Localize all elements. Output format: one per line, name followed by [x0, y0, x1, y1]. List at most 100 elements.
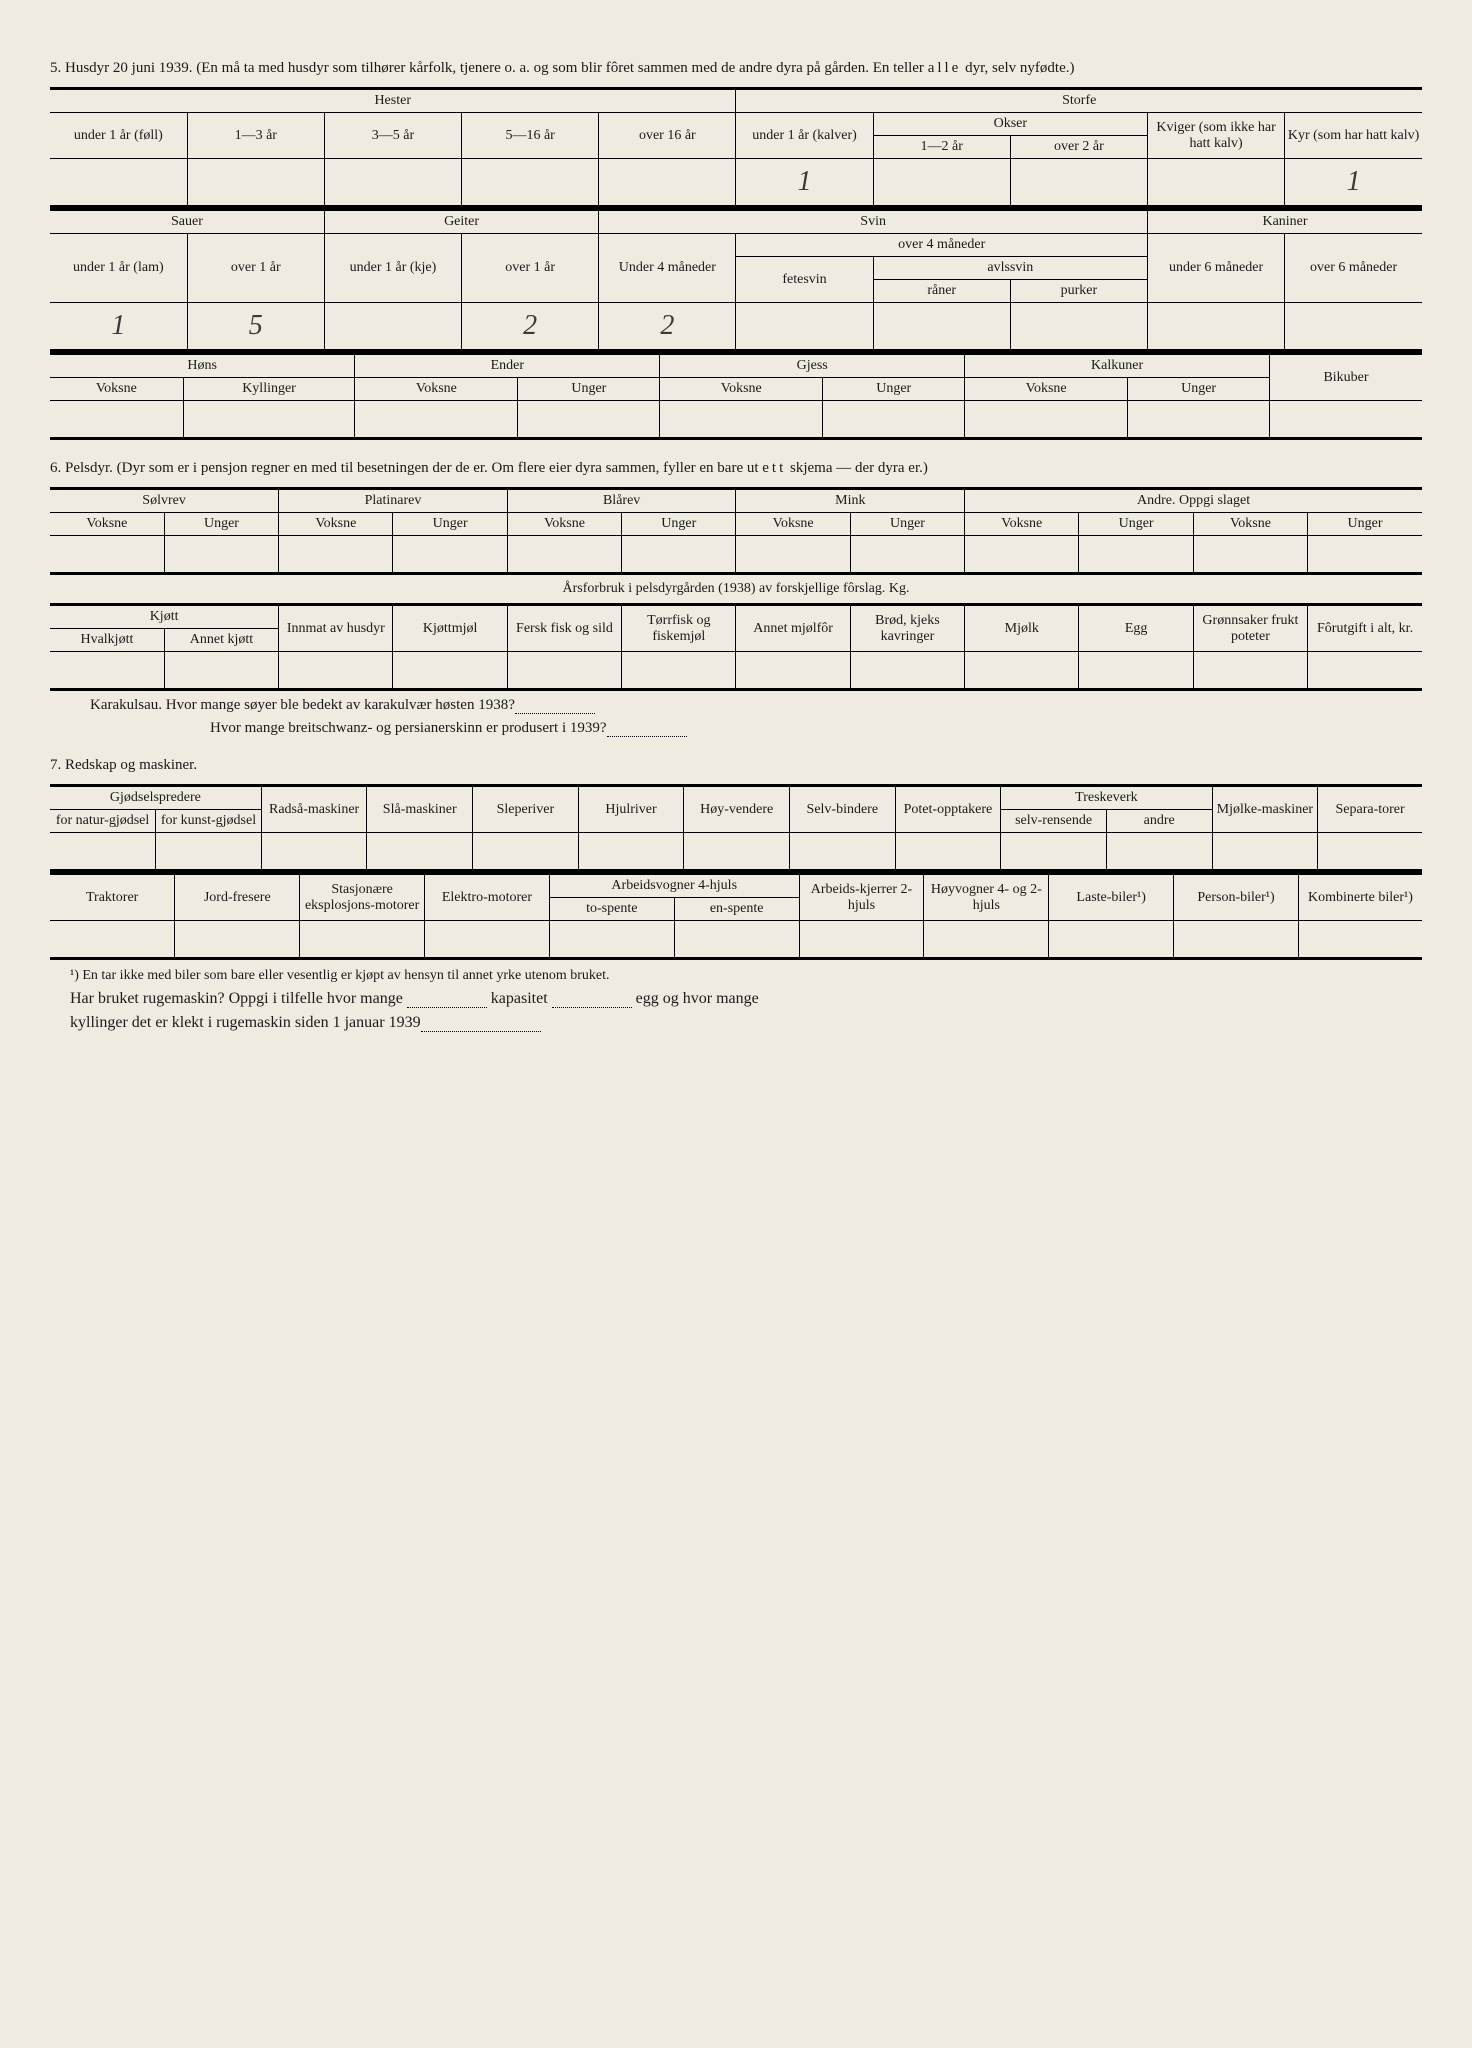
cell[interactable] — [261, 833, 367, 871]
cell[interactable] — [1193, 652, 1307, 690]
footnote-1: ¹) En tar ikke med biler som bare eller … — [70, 968, 1422, 984]
cell[interactable] — [279, 536, 393, 574]
cell[interactable] — [507, 536, 621, 574]
cell[interactable] — [622, 536, 736, 574]
cell[interactable] — [850, 536, 964, 574]
cell[interactable] — [736, 536, 850, 574]
cell[interactable] — [660, 401, 823, 439]
cell[interactable] — [1010, 303, 1147, 351]
col-unger: Unger — [164, 513, 278, 536]
cell[interactable] — [462, 159, 599, 207]
cell[interactable] — [1001, 833, 1107, 871]
hdr-treskeverk: Treskeverk — [1001, 786, 1212, 810]
cell[interactable] — [965, 401, 1128, 439]
cell[interactable] — [873, 303, 1010, 351]
cell[interactable] — [823, 401, 965, 439]
cell[interactable] — [183, 401, 355, 439]
cell[interactable] — [50, 401, 183, 439]
cell[interactable] — [1148, 159, 1285, 207]
cell[interactable] — [164, 652, 278, 690]
cell[interactable] — [50, 652, 164, 690]
section-end: skjema — der dyra er.) — [786, 460, 928, 476]
cell-val[interactable]: 5 — [187, 303, 324, 351]
cell[interactable] — [799, 921, 924, 959]
cell[interactable] — [175, 921, 300, 959]
cell[interactable] — [1148, 303, 1285, 351]
col-voksne: Voksne — [736, 513, 850, 536]
cell[interactable] — [1285, 303, 1422, 351]
cell[interactable] — [895, 833, 1001, 871]
cell[interactable] — [736, 303, 873, 351]
col-under4m: Under 4 måneder — [599, 234, 736, 303]
cell[interactable] — [279, 652, 393, 690]
cell[interactable] — [1308, 536, 1422, 574]
cell[interactable] — [393, 536, 507, 574]
cell[interactable] — [50, 833, 156, 871]
cell[interactable] — [1079, 536, 1193, 574]
col-personbiler: Person-biler¹) — [1174, 874, 1299, 921]
cell[interactable] — [1270, 401, 1422, 439]
cell[interactable] — [1298, 921, 1422, 959]
hdr-andre: Andre. Oppgi slaget — [965, 489, 1422, 513]
cell[interactable] — [50, 536, 164, 574]
cell-val[interactable]: 2 — [462, 303, 599, 351]
cell[interactable] — [1308, 652, 1422, 690]
cell[interactable] — [1010, 159, 1147, 207]
cell[interactable] — [1212, 833, 1318, 871]
cell[interactable] — [473, 833, 579, 871]
cell[interactable] — [518, 401, 660, 439]
cell[interactable] — [549, 921, 674, 959]
cell[interactable] — [1193, 536, 1307, 574]
cell[interactable] — [425, 921, 550, 959]
cell[interactable] — [324, 159, 461, 207]
cell[interactable] — [393, 652, 507, 690]
cell[interactable] — [622, 652, 736, 690]
blank-field[interactable] — [552, 993, 632, 1008]
cell[interactable] — [736, 652, 850, 690]
blank-field[interactable] — [607, 722, 687, 737]
cell[interactable] — [924, 921, 1049, 959]
cell[interactable] — [50, 159, 187, 207]
cell[interactable] — [873, 159, 1010, 207]
cell[interactable] — [355, 401, 518, 439]
blank-field[interactable] — [407, 993, 487, 1008]
blank-field[interactable] — [421, 1017, 541, 1032]
cell-val[interactable]: 1 — [1285, 159, 1422, 207]
blank-field[interactable] — [515, 699, 595, 714]
cell[interactable] — [50, 921, 175, 959]
cell[interactable] — [789, 833, 895, 871]
cell-val[interactable]: 1 — [50, 303, 187, 351]
col-fetesvin: fetesvin — [736, 257, 873, 303]
cell[interactable] — [578, 833, 684, 871]
cell[interactable] — [674, 921, 799, 959]
cell[interactable] — [300, 921, 425, 959]
col-potet: Potet-opptakere — [895, 786, 1001, 833]
cell[interactable] — [1079, 652, 1193, 690]
col-kjottmjol: Kjøttmjøl — [393, 605, 507, 652]
col-separatorer: Separa-torer — [1318, 786, 1422, 833]
cell[interactable] — [850, 652, 964, 690]
cell[interactable] — [187, 159, 324, 207]
cell[interactable] — [1049, 921, 1174, 959]
cell[interactable] — [684, 833, 790, 871]
cell[interactable] — [156, 833, 262, 871]
cell[interactable] — [367, 833, 473, 871]
col-annetmjol: Annet mjølfôr — [736, 605, 850, 652]
hdr-gjodsel: Gjødselspredere — [50, 786, 261, 810]
cell[interactable] — [1128, 401, 1270, 439]
cell-val[interactable]: 2 — [599, 303, 736, 351]
col-okser: Okser — [873, 113, 1147, 136]
section-text: Husdyr 20 juni 1939. (En må ta med husdy… — [65, 60, 928, 76]
cell-val[interactable]: 1 — [736, 159, 873, 207]
q-text: kapasitet — [491, 990, 552, 1007]
cell[interactable] — [164, 536, 278, 574]
cell[interactable] — [1106, 833, 1212, 871]
cell[interactable] — [965, 536, 1079, 574]
cell[interactable] — [324, 303, 461, 351]
cell[interactable] — [1318, 833, 1422, 871]
hdr-kaniner: Kaniner — [1148, 210, 1423, 234]
cell[interactable] — [507, 652, 621, 690]
cell[interactable] — [1174, 921, 1299, 959]
cell[interactable] — [965, 652, 1079, 690]
cell[interactable] — [599, 159, 736, 207]
